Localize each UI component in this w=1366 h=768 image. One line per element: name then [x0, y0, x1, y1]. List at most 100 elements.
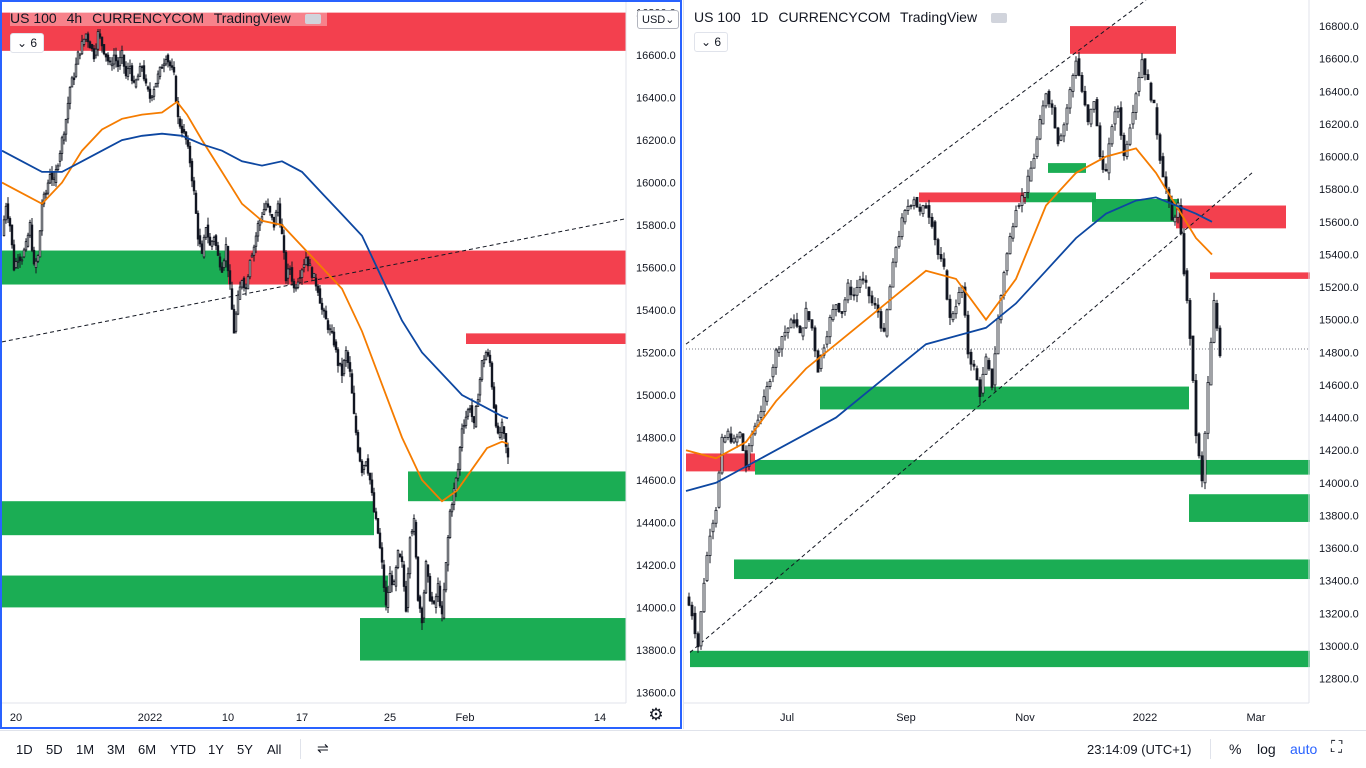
left-candle-body — [116, 60, 120, 67]
left-indicator-toggle[interactable]: ⌄ 6 — [10, 33, 45, 53]
right-candle-body — [954, 306, 958, 315]
left-candle-body — [346, 352, 350, 363]
left-candle-body — [48, 174, 52, 184]
left-chart-canvas[interactable]: 16800.016600.016400.016200.016000.015800… — [2, 2, 680, 727]
right-candle-body — [798, 325, 802, 334]
left-candle-body — [196, 212, 200, 240]
legend-collapse-icon[interactable] — [990, 13, 1007, 24]
left-candle-body — [22, 249, 26, 258]
right-candle-body — [915, 196, 919, 208]
right-candle-body — [906, 205, 910, 211]
right-chart-pane[interactable]: 16800.0 16600.0 16400.0 16200.0 16000.0 15800… — [683, 0, 1366, 729]
left-price-tick: 15800.0 — [636, 220, 676, 232]
left-candle-body — [88, 41, 92, 49]
fullscreen-icon[interactable]: ⛶ — [1331, 739, 1343, 756]
left-candle-body — [332, 331, 336, 346]
right-candle-body — [714, 509, 718, 524]
gear-icon[interactable]: ⚙ — [648, 705, 664, 724]
left-candle-body — [464, 416, 468, 426]
timeframe-1d[interactable]: 1D — [16, 742, 33, 757]
right-legend-source: CURRENCYCOM — [778, 9, 891, 25]
right-time-tick: Sep — [896, 712, 916, 724]
left-candle-body — [252, 246, 256, 256]
left-candle-body — [430, 596, 434, 602]
timeframe-1m[interactable]: 1M — [76, 742, 95, 757]
left-candle-body — [388, 573, 392, 593]
right-candle-body — [1083, 90, 1087, 106]
right-candle-body — [1014, 209, 1018, 228]
right-candle-body — [1119, 107, 1123, 136]
right-price-tick: 13400.0 — [1319, 576, 1359, 588]
left-candle-body — [158, 66, 162, 77]
date-range-icon[interactable]: ⇌ — [317, 740, 329, 756]
left-candle-body — [142, 65, 146, 80]
right-candle-body — [723, 437, 727, 443]
left-candle-body — [160, 66, 164, 69]
left-chart-pane[interactable]: 16800.016600.016400.016200.016000.015800… — [0, 0, 682, 729]
right-candle-body — [1026, 175, 1030, 193]
right-candle-body — [729, 433, 733, 443]
left-candle-body — [2, 219, 6, 237]
right-candle-body — [1197, 433, 1201, 457]
right-candle-body — [1140, 59, 1144, 78]
left-candle-body — [124, 65, 128, 77]
right-zone-red — [686, 453, 755, 472]
timeframe-1y[interactable]: 1Y — [208, 742, 224, 757]
right-candle-body — [1086, 104, 1090, 123]
right-candle-body — [996, 318, 1000, 355]
right-price-tick: 14600.0 — [1319, 380, 1359, 392]
right-price-tick: 15600.0 — [1319, 217, 1359, 229]
left-candle-body — [284, 252, 288, 282]
percent-scale-toggle[interactable]: % — [1229, 741, 1242, 757]
left-price-tick: 14400.0 — [636, 517, 676, 529]
left-candle-body — [390, 575, 394, 586]
right-zone-red — [1210, 272, 1310, 279]
right-candles — [687, 51, 1222, 653]
right-indicator-toggle[interactable]: ⌄ 6 — [694, 32, 729, 52]
left-candle-body — [504, 433, 508, 447]
legend-collapse-icon[interactable] — [304, 14, 321, 25]
left-candle-body — [356, 432, 360, 452]
left-candle-body — [438, 585, 442, 607]
left-candle-body — [366, 458, 370, 474]
left-candle-body — [370, 479, 374, 494]
left-candle-body — [490, 362, 494, 388]
right-zone-green — [690, 650, 1310, 668]
log-scale-toggle[interactable]: log — [1257, 741, 1276, 757]
left-time-tick: 2022 — [138, 712, 162, 724]
left-legend-symbol: US 100 — [10, 10, 57, 26]
right-candle-body — [822, 347, 826, 356]
right-price-tick: 16200.0 — [1319, 119, 1359, 131]
auto-scale-toggle[interactable]: auto — [1290, 741, 1318, 757]
left-candle-body — [200, 243, 204, 254]
right-candle-body — [894, 246, 898, 263]
left-candle-body — [190, 160, 194, 182]
timeframe-ytd[interactable]: YTD — [170, 742, 196, 757]
left-time-tick: 17 — [296, 712, 308, 724]
left-candle-body — [34, 260, 38, 268]
timeframe-3m[interactable]: 3M — [107, 742, 126, 757]
right-candle-body — [1059, 135, 1063, 141]
left-candle-body — [86, 33, 90, 43]
left-price-tick: 16400.0 — [636, 93, 676, 105]
left-trendline — [2, 218, 627, 343]
timeframe-5d[interactable]: 5D — [46, 742, 63, 757]
right-candle-body — [1002, 272, 1006, 296]
left-candle-body — [270, 214, 274, 218]
clock-readout[interactable]: 23:14:09 (UTC+1) — [1087, 742, 1192, 757]
right-price-tick: 13800.0 — [1319, 510, 1359, 522]
right-candle-body — [957, 291, 961, 304]
right-candle-body — [1065, 107, 1069, 125]
left-candle-body — [42, 193, 46, 205]
timeframe-6m[interactable]: 6M — [138, 742, 157, 757]
timeframe-all[interactable]: All — [267, 742, 282, 757]
timeframe-5y[interactable]: 5Y — [237, 742, 253, 757]
left-time-tick: Feb — [456, 712, 475, 724]
currency-select[interactable]: USD⌄ — [637, 10, 680, 29]
left-candle-body — [126, 68, 130, 77]
right-chart-canvas[interactable]: 16800.0 16600.0 16400.0 16200.0 16000.0 15800… — [684, 0, 1366, 729]
right-candle-body — [948, 298, 952, 318]
right-candle-body — [972, 363, 976, 367]
left-candle-body — [460, 428, 464, 448]
right-candle-body — [801, 327, 805, 337]
